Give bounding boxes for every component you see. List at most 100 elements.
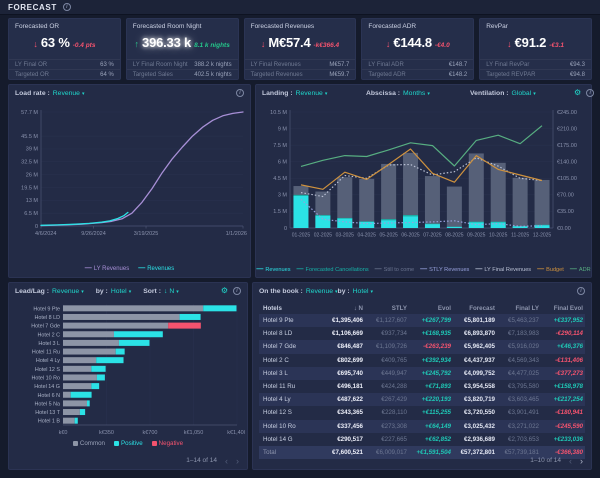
lead-lag-metric-dropdown[interactable]: Revenue ▾ [52, 287, 84, 295]
bar-revenues[interactable] [490, 222, 506, 228]
bar-still-to-come[interactable] [359, 178, 375, 228]
by-dropdown[interactable]: Hotel ▾ [110, 287, 132, 295]
bar-positive[interactable] [96, 374, 105, 381]
sort-dropdown[interactable]: ↓ N ▾ [163, 287, 179, 295]
bar-revenues[interactable] [424, 224, 440, 228]
bar-common[interactable] [63, 322, 169, 329]
legend-item[interactable]: — Revenues [138, 265, 174, 272]
bar-forecasted-cancellations[interactable] [490, 221, 506, 223]
bar-revenues[interactable] [512, 226, 528, 228]
next-page-icon[interactable]: › [580, 455, 583, 466]
table-row[interactable]: Hotel 3 L €695,740 €449,947 +€245,792 €4,099… [259, 366, 585, 380]
bar-positive[interactable] [91, 365, 106, 372]
column-header[interactable]: Hotels [263, 304, 282, 312]
bar-common[interactable] [63, 365, 92, 372]
bar-positive[interactable] [179, 313, 201, 320]
bar-still-to-come[interactable] [446, 186, 462, 228]
by-dropdown[interactable]: Hotel ▾ [352, 287, 374, 295]
on-the-book-metric-dropdown[interactable]: Revenue ▾ [305, 287, 338, 295]
bar-forecasted-cancellations[interactable] [359, 221, 375, 222]
landing-metric-dropdown[interactable]: Revenue ▾ [295, 89, 328, 97]
bar-revenues[interactable] [381, 220, 397, 228]
legend-item[interactable]: Common [72, 440, 105, 447]
bar-negative[interactable] [168, 322, 201, 329]
column-header[interactable]: ↓ N [353, 304, 363, 312]
column-header[interactable]: Forecast [469, 304, 495, 312]
table-row[interactable]: Hotel 2 C €802,699 €409,765 +€392,934 €4,437… [259, 354, 585, 367]
bar-common[interactable] [63, 305, 204, 312]
bar-common[interactable] [63, 409, 80, 416]
table-row[interactable]: Hotel 9 Pte €1,395,406 €1,127,607 +€267,799… [259, 314, 585, 328]
bar-still-to-come[interactable] [512, 177, 528, 228]
gear-icon[interactable]: ⚙ [574, 88, 582, 97]
table-row[interactable]: Hotel 14 G €290,517 €227,665 +€62,852 €2,936… [259, 433, 585, 446]
ventilation-dropdown[interactable]: Global ▾ [511, 89, 536, 97]
info-icon[interactable]: i [236, 89, 244, 97]
info-icon[interactable]: i [577, 287, 585, 295]
bar-revenues[interactable] [446, 226, 462, 228]
column-header[interactable]: Final Evol [553, 304, 583, 312]
legend-item[interactable]: Negative [151, 440, 183, 447]
legend-item[interactable]: — Budget [537, 266, 564, 273]
bar-still-to-come[interactable] [424, 176, 440, 228]
info-icon[interactable]: i [233, 287, 241, 295]
bar-common[interactable] [63, 383, 92, 390]
bar-common[interactable] [63, 339, 119, 346]
bar-forecasted-cancellations[interactable] [468, 221, 484, 223]
bar-still-to-come[interactable] [468, 153, 484, 228]
legend-item[interactable]: — ADR [570, 266, 591, 273]
column-header[interactable]: Final LY [515, 304, 540, 312]
bar-still-to-come[interactable] [337, 177, 353, 228]
table-row[interactable]: Hotel 10 Ro €337,456 €273,308 +€64,149 €3,02… [259, 419, 585, 433]
bar-positive[interactable] [203, 305, 237, 312]
bar-common[interactable] [63, 417, 75, 424]
bar-positive[interactable] [70, 391, 92, 398]
bar-still-to-come[interactable] [403, 152, 419, 228]
bar-common[interactable] [63, 331, 114, 338]
legend-item[interactable]: — LY Revenues [85, 265, 129, 272]
column-header[interactable]: Evol [437, 304, 451, 312]
table-row[interactable]: Hotel 4 Ly €487,622 €267,429 +€220,193 €3,82… [259, 393, 585, 407]
prev-page-icon[interactable]: ‹ [225, 455, 228, 466]
bar-common[interactable] [63, 400, 87, 407]
info-icon[interactable]: i [586, 89, 595, 97]
bar-forecasted-cancellations[interactable] [293, 194, 309, 196]
column-header[interactable]: STLY [391, 304, 407, 312]
load-rate-metric-dropdown[interactable]: Revenue ▾ [52, 89, 85, 97]
bar-common[interactable] [63, 357, 97, 364]
bar-common[interactable] [63, 374, 97, 381]
table-row[interactable]: Hotel 12 S €343,365 €228,110 +€115,255 €3,72… [259, 406, 585, 419]
bar-still-to-come[interactable] [381, 163, 397, 228]
legend-item[interactable]: — Forecasted Cancellations [297, 266, 369, 273]
bar-revenues[interactable] [468, 222, 484, 228]
bar-forecasted-cancellations[interactable] [381, 219, 397, 221]
bar-still-to-come[interactable] [490, 162, 506, 228]
table-row[interactable]: Hotel 8 LD €1,106,669 €937,734 +€168,935 €6,… [259, 327, 585, 340]
legend-item[interactable]: — Still to come [375, 266, 414, 273]
bar-forecasted-cancellations[interactable] [315, 214, 331, 216]
legend-item[interactable]: Positive [114, 440, 143, 447]
bar-positive[interactable] [115, 348, 125, 355]
bar-revenues[interactable] [359, 221, 375, 228]
bar-still-to-come[interactable] [534, 179, 550, 228]
abscissa-dropdown[interactable]: Months ▾ [403, 89, 430, 97]
legend-item[interactable]: — STLY Revenues [420, 266, 469, 273]
gear-icon[interactable]: ⚙ [220, 286, 228, 295]
bar-revenues[interactable] [315, 215, 331, 228]
bar-positive[interactable] [113, 331, 163, 338]
bar-positive[interactable] [118, 339, 150, 346]
bar-positive[interactable] [86, 400, 90, 407]
bar-revenues[interactable] [534, 225, 550, 228]
next-page-icon[interactable]: › [236, 455, 239, 466]
table-row[interactable]: Hotel 11 Ru €496,181 €424,288 +€71,893 €3,95… [259, 380, 585, 393]
bar-common[interactable] [63, 348, 116, 355]
bar-forecasted-cancellations[interactable] [403, 215, 419, 217]
info-icon[interactable]: i [62, 3, 71, 11]
bar-positive[interactable] [96, 357, 124, 364]
bar-positive[interactable] [91, 383, 100, 390]
bar-common[interactable] [63, 313, 180, 320]
table-row[interactable]: Hotel 7 Gde €846,487 €1,109,726 -€263,239 €5… [259, 340, 585, 354]
bar-revenues[interactable] [403, 216, 419, 228]
bar-common[interactable] [63, 391, 71, 398]
legend-item[interactable]: — LY Final Revenues [475, 266, 531, 273]
